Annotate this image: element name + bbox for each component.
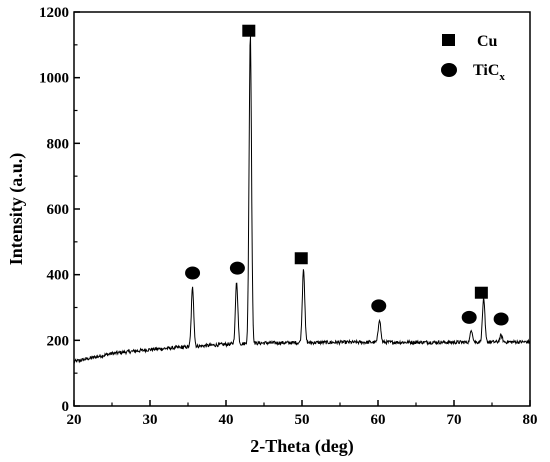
y-tick-label: 600 [47,202,70,218]
y-tick-label: 1200 [39,5,69,21]
xrd-trace [73,36,531,364]
y-tick-label: 200 [47,333,70,349]
ticx-peak-marker [229,261,245,275]
y-tick-label: 800 [47,136,70,152]
cu-peak-marker [294,252,308,265]
x-tick-label: 60 [371,412,386,428]
x-axis-title: 2-Theta (deg) [250,436,353,457]
legend-ticx-subscript: x [499,71,505,83]
x-tick-label: 30 [143,412,158,428]
y-axis-title: Intensity (a.u.) [6,153,27,266]
x-tick-label: 50 [295,412,310,428]
legend-ticx-label: TiCx [473,62,505,83]
plot-frame [73,11,531,407]
legend-ticx-marker [441,63,457,77]
legend-ticx-main: TiC [473,62,499,79]
ticx-peak-marker [461,310,477,324]
legend-cu-marker [442,34,455,46]
legend-cu-label: Cu [477,33,498,50]
legend: Cu TiCx [441,33,505,83]
x-tick-label: 70 [447,412,462,428]
x-tick-label: 20 [67,412,82,428]
ticx-peak-marker [493,312,509,326]
ticx-peak-marker [371,299,387,313]
y-tick-label: 400 [47,268,70,284]
x-tick-label: 40 [219,412,234,428]
y-tick-label: 1000 [39,71,69,87]
cu-peak-marker [474,286,488,299]
y-tick-label: 0 [62,399,70,415]
x-tick-label: 80 [523,412,538,428]
cu-peak-marker [242,24,256,37]
ticx-peak-marker [185,266,201,280]
